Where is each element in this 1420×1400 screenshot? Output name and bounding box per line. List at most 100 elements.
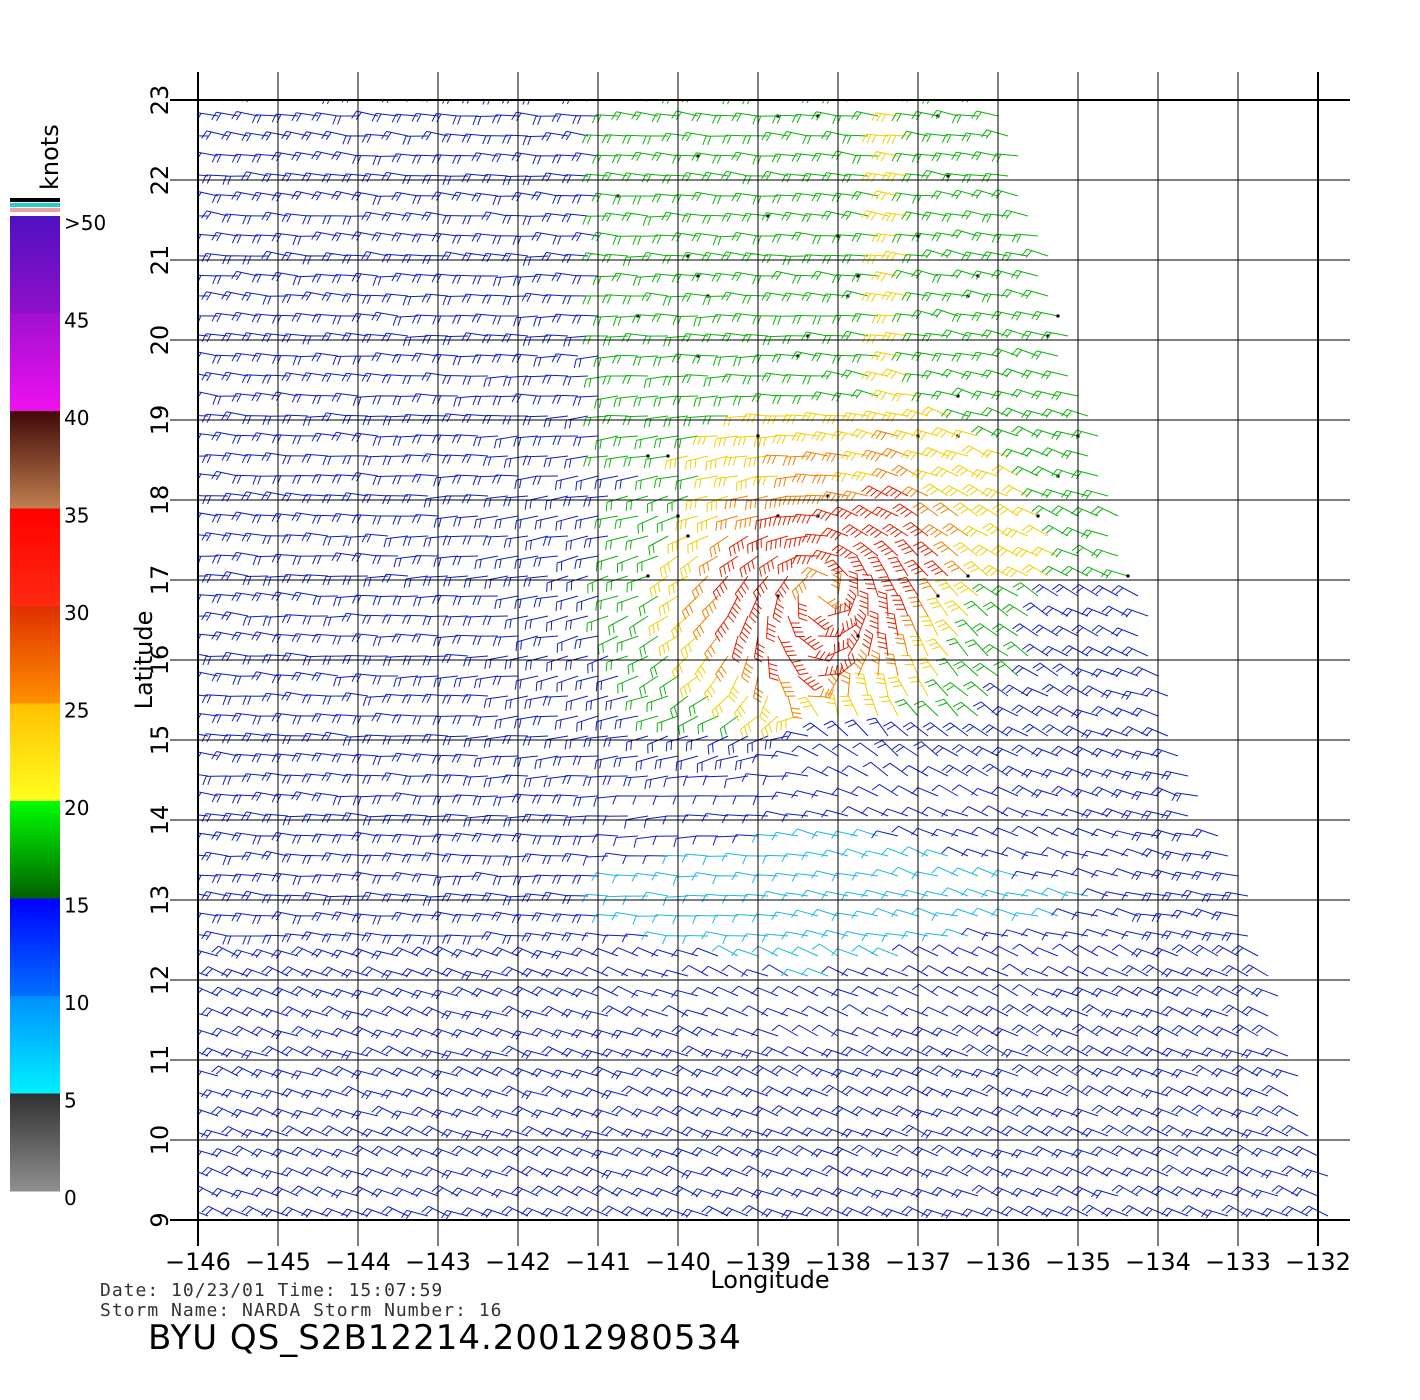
wind-barb <box>401 968 429 978</box>
wind-barb <box>753 675 764 703</box>
wind-barb <box>311 1067 339 1077</box>
wind-barb <box>652 835 679 845</box>
wind-barb <box>1091 1104 1119 1117</box>
wind-barb <box>198 1029 219 1037</box>
wind-barb <box>651 1105 679 1117</box>
wind-barb <box>961 132 989 142</box>
wind-barb <box>971 110 999 120</box>
wind-barb <box>501 333 529 343</box>
wind-barb <box>711 1065 739 1077</box>
wind-barb <box>531 231 559 242</box>
wind-barb <box>881 172 909 183</box>
wind-barb <box>841 210 869 220</box>
wind-barb <box>391 1187 419 1197</box>
wind-barb <box>791 192 819 202</box>
wind-barb <box>854 649 868 677</box>
wind-barb <box>441 133 469 143</box>
wind-barb <box>571 1185 599 1197</box>
wind-barb <box>231 393 259 403</box>
wind-barb <box>731 112 759 122</box>
wind-barb <box>482 535 509 546</box>
wind-barb <box>841 1004 869 1017</box>
wind-barb <box>644 775 669 790</box>
wind-barb <box>675 755 699 772</box>
wind-barb <box>391 1110 419 1120</box>
wind-barb <box>672 915 699 925</box>
wind-barb <box>881 1046 909 1057</box>
wind-barb <box>1081 1004 1109 1017</box>
y-tick-label: 11 <box>146 1045 174 1076</box>
wind-barb <box>1001 807 1029 817</box>
wind-barb <box>231 1108 259 1119</box>
rain-flag-marker <box>806 334 810 338</box>
wind-barb <box>261 1169 289 1180</box>
wind-barb <box>322 535 349 546</box>
wind-barb <box>881 485 909 499</box>
wind-barb <box>964 639 989 657</box>
wind-barb <box>1081 966 1109 977</box>
wind-barb <box>525 535 549 551</box>
wind-barb <box>198 295 209 297</box>
wind-barb <box>811 431 839 442</box>
wind-barb <box>911 907 939 917</box>
wind-barb <box>371 112 399 123</box>
wind-barb <box>521 292 549 303</box>
wind-barb <box>739 555 759 578</box>
wind-barb <box>461 1167 489 1177</box>
wind-barb <box>421 852 449 862</box>
wind-barb <box>1291 1187 1319 1197</box>
wind-barb <box>198 712 219 721</box>
wind-barb <box>461 173 489 183</box>
wind-barb <box>681 213 709 223</box>
wind-barb <box>291 312 319 323</box>
wind-barb <box>1061 1205 1089 1217</box>
wind-barb <box>901 173 929 183</box>
wind-barb <box>854 672 869 697</box>
wind-barb <box>651 1187 679 1197</box>
wind-barb <box>211 232 239 242</box>
wind-barb <box>381 100 389 104</box>
wind-barb <box>483 695 509 708</box>
wind-barb <box>311 633 339 643</box>
wind-barb <box>791 1024 819 1037</box>
wind-barb <box>1021 889 1049 897</box>
wind-barb <box>1012 943 1039 957</box>
wind-barb <box>1151 1025 1179 1037</box>
wind-barb <box>1231 1024 1259 1037</box>
wind-barb <box>521 968 549 978</box>
wind-barb <box>292 235 319 246</box>
wind-barb <box>511 946 539 957</box>
wind-barb <box>452 875 479 886</box>
wind-barb <box>971 504 999 517</box>
wind-barb <box>1251 987 1279 997</box>
wind-barb <box>611 1146 639 1157</box>
wind-barb <box>381 130 409 141</box>
wind-barb <box>1191 828 1219 838</box>
wind-barb <box>221 611 249 621</box>
wind-barb <box>241 532 269 542</box>
wind-barb <box>971 1148 999 1158</box>
wind-barb <box>911 1146 939 1157</box>
x-tick-label: −146 <box>165 1248 231 1276</box>
wind-barb <box>772 515 799 527</box>
wind-barb <box>921 1006 949 1017</box>
wind-barb <box>851 945 879 957</box>
wind-barb <box>891 1028 919 1038</box>
y-tick-label: 16 <box>146 645 174 676</box>
wind-barb <box>433 675 459 688</box>
wind-barb <box>1251 1189 1279 1199</box>
wind-barb <box>597 635 619 655</box>
wind-barb <box>551 1146 579 1157</box>
wind-barb <box>451 753 479 763</box>
wind-barb <box>393 555 419 568</box>
wind-barb <box>664 455 689 470</box>
wind-barb <box>311 1029 339 1039</box>
wind-barb <box>391 633 419 643</box>
wind-barb <box>511 1030 539 1040</box>
x-tick-label: −140 <box>645 1248 711 1276</box>
wind-barb <box>861 370 889 382</box>
wind-barb <box>961 525 989 537</box>
wind-barb <box>221 812 249 823</box>
wind-barb <box>514 555 539 569</box>
wind-barb <box>1001 484 1029 497</box>
